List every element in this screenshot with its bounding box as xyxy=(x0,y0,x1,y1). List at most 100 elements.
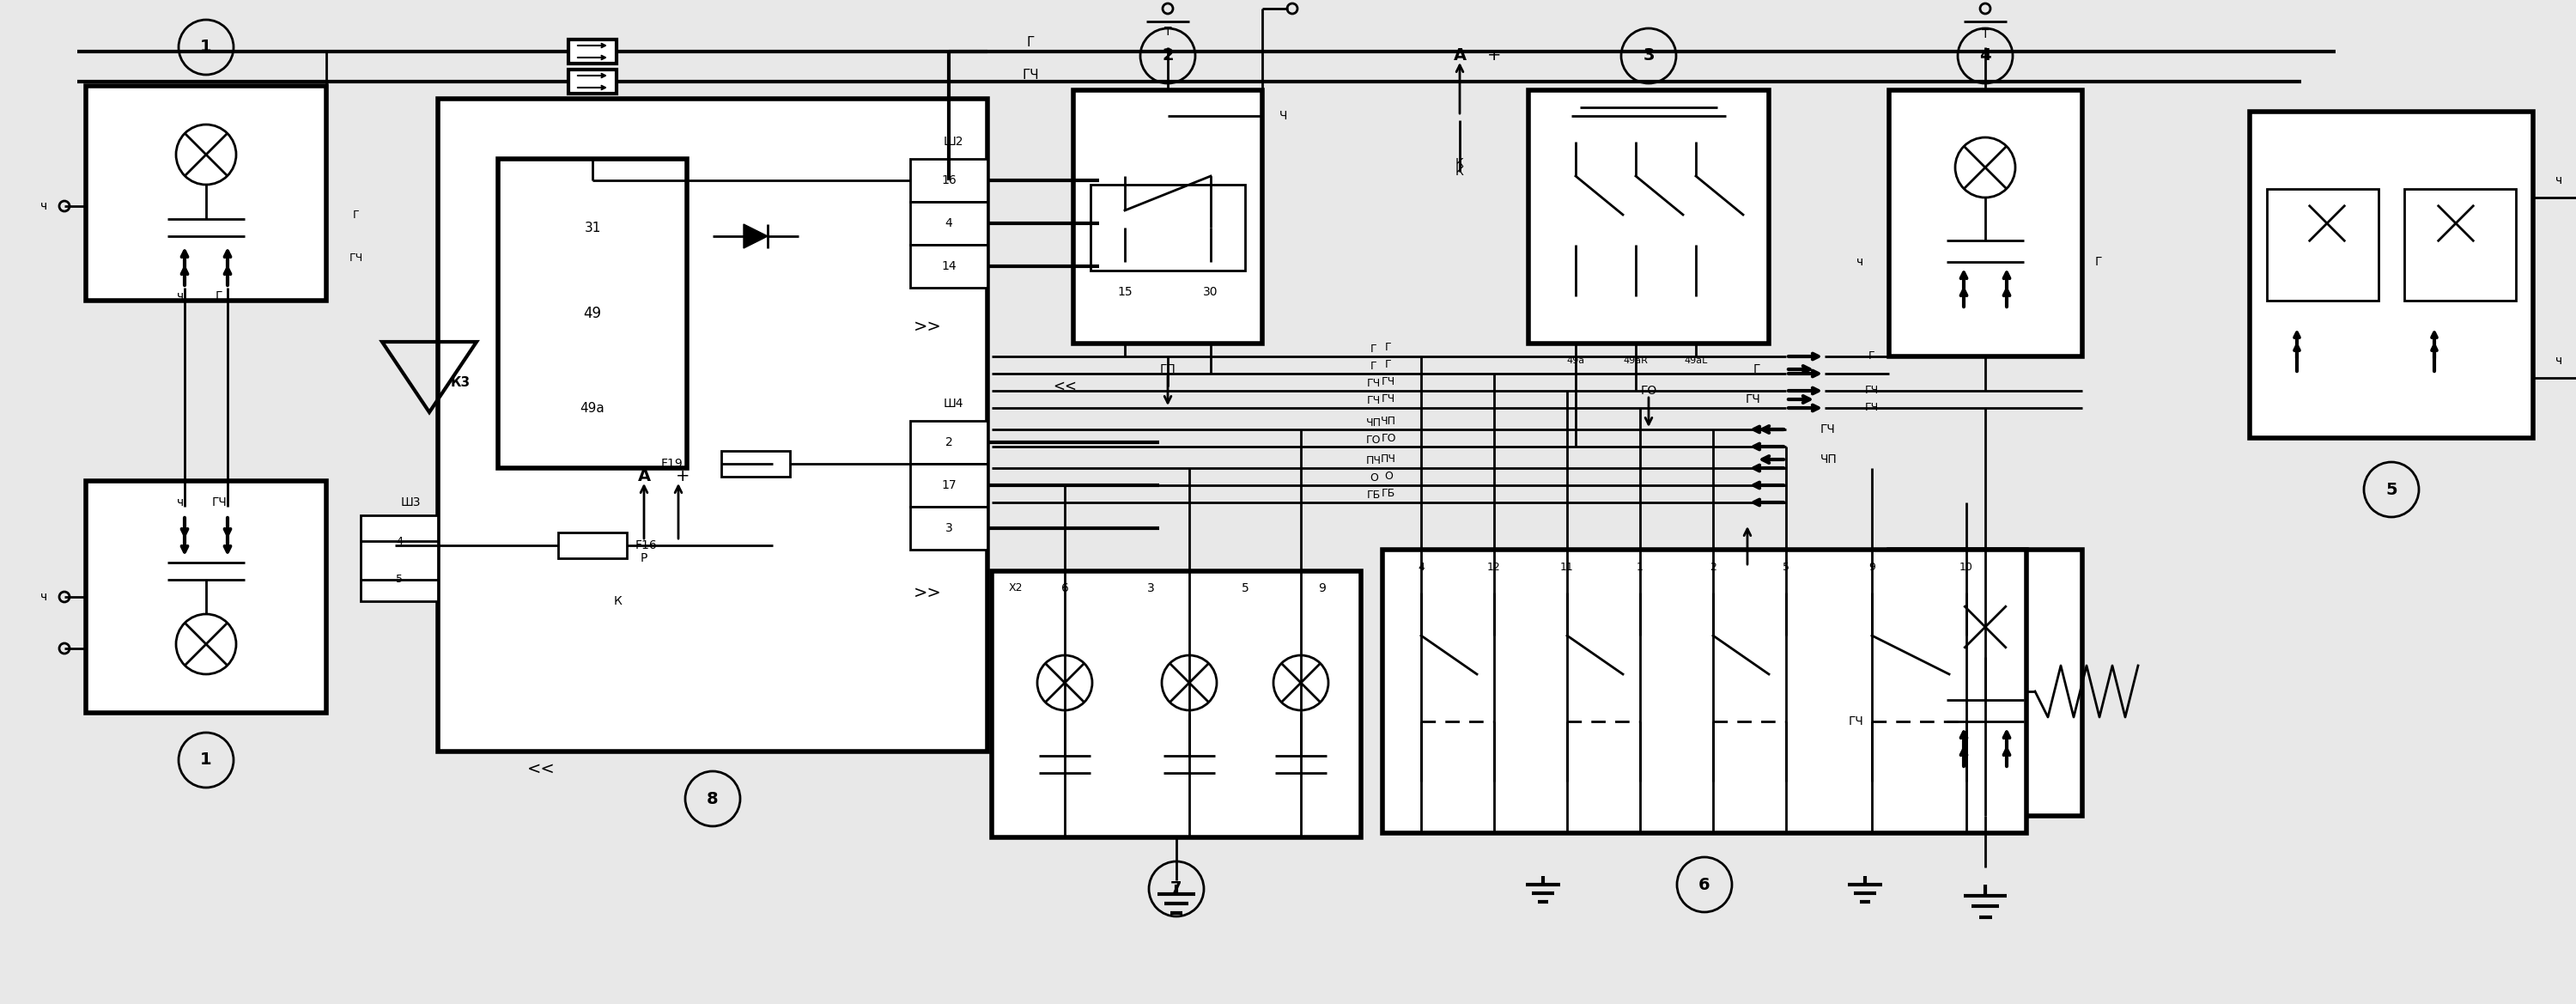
Text: ГЧ: ГЧ xyxy=(1368,379,1381,390)
Text: ЧП: ЧП xyxy=(1821,454,1837,466)
Text: 31: 31 xyxy=(585,221,600,234)
Text: К: К xyxy=(613,595,623,607)
Text: О: О xyxy=(1383,471,1394,482)
Text: ГЧ: ГЧ xyxy=(1023,69,1038,82)
Bar xyxy=(497,159,688,468)
Bar xyxy=(909,202,987,245)
Bar xyxy=(361,515,438,601)
Text: 4: 4 xyxy=(1417,561,1425,572)
Bar xyxy=(992,571,1360,837)
Bar xyxy=(85,86,327,300)
Text: Ч: Ч xyxy=(1280,109,1288,121)
Text: 4: 4 xyxy=(1978,47,1991,64)
Text: Г: Г xyxy=(1025,36,1036,49)
Text: Р: Р xyxy=(641,552,647,564)
Bar xyxy=(909,507,987,549)
Text: Г: Г xyxy=(216,290,222,302)
Text: 2: 2 xyxy=(1162,47,1175,64)
Text: Ш3: Ш3 xyxy=(402,496,420,508)
Text: ГЧ: ГЧ xyxy=(350,252,363,263)
Text: 49а: 49а xyxy=(1566,356,1584,365)
Text: ГЧ: ГЧ xyxy=(1744,394,1759,406)
Bar xyxy=(2267,189,2378,300)
Text: 17: 17 xyxy=(940,479,956,491)
Text: 49: 49 xyxy=(582,306,600,321)
Text: 1: 1 xyxy=(1636,561,1643,572)
Text: 7: 7 xyxy=(1170,881,1182,897)
Bar xyxy=(909,421,987,464)
Text: 4: 4 xyxy=(397,535,402,546)
Text: 1: 1 xyxy=(201,39,211,55)
Text: ПЧ: ПЧ xyxy=(1381,454,1396,465)
Text: Х2: Х2 xyxy=(1010,582,1023,594)
Text: F16: F16 xyxy=(636,539,657,551)
Text: ч: ч xyxy=(178,496,183,508)
Text: Т: Т xyxy=(1981,28,1989,40)
Bar xyxy=(569,39,616,63)
Text: Т: Т xyxy=(1164,26,1172,38)
Text: Г: Г xyxy=(1868,350,1875,362)
Text: ч: ч xyxy=(1857,256,1862,268)
Text: Г: Г xyxy=(1386,359,1391,370)
Text: +: + xyxy=(1486,47,1502,64)
Bar xyxy=(85,481,327,713)
Bar xyxy=(721,451,791,477)
Text: ч: ч xyxy=(41,200,46,212)
Bar xyxy=(2249,111,2532,438)
Text: ГЧ: ГЧ xyxy=(1368,396,1381,407)
Text: 5: 5 xyxy=(2385,481,2398,498)
Text: Ш2: Ш2 xyxy=(943,136,963,148)
Bar xyxy=(438,98,987,752)
Text: ч: ч xyxy=(178,290,183,302)
Text: 16: 16 xyxy=(940,175,956,187)
Text: Г: Г xyxy=(353,209,361,220)
Bar xyxy=(909,245,987,288)
Text: ЧП: ЧП xyxy=(1381,416,1396,427)
Text: К3: К3 xyxy=(451,375,471,389)
Text: ГБ: ГБ xyxy=(1368,490,1381,501)
Text: 10: 10 xyxy=(1960,561,1973,572)
Bar xyxy=(569,69,616,93)
Text: 2: 2 xyxy=(945,437,953,449)
Bar xyxy=(2403,189,2517,300)
Text: 3: 3 xyxy=(1643,47,1654,64)
Text: Г: Г xyxy=(1370,361,1378,372)
Text: ч: ч xyxy=(2555,354,2563,366)
Text: 5: 5 xyxy=(397,574,402,585)
Bar xyxy=(1888,90,2081,356)
Text: 5: 5 xyxy=(1242,582,1249,594)
Text: 4: 4 xyxy=(945,217,953,229)
Text: ГЧ: ГЧ xyxy=(1381,394,1396,405)
Text: ГЧ: ГЧ xyxy=(211,496,227,508)
Polygon shape xyxy=(744,224,768,248)
Text: 9: 9 xyxy=(1868,561,1875,572)
Text: Ш4: Ш4 xyxy=(943,398,963,410)
Text: 12: 12 xyxy=(1486,561,1502,572)
Text: 11: 11 xyxy=(1561,561,1574,572)
Text: >>: >> xyxy=(914,318,940,334)
Text: Г: Г xyxy=(2094,256,2102,268)
Bar xyxy=(909,159,987,202)
Text: Г: Г xyxy=(1386,342,1391,353)
Text: ч: ч xyxy=(41,591,46,603)
Bar xyxy=(1888,549,2081,816)
Text: 3: 3 xyxy=(945,522,953,534)
Text: 15: 15 xyxy=(1118,286,1133,298)
Bar xyxy=(1090,185,1244,270)
Text: ГЧ: ГЧ xyxy=(1865,386,1878,397)
Bar xyxy=(1074,90,1262,343)
Text: К: К xyxy=(1455,166,1463,178)
Text: 30: 30 xyxy=(1203,286,1218,298)
Text: 49а: 49а xyxy=(580,402,605,415)
Text: 49аL: 49аL xyxy=(1685,356,1708,365)
Text: ЧП: ЧП xyxy=(1365,417,1381,428)
Text: <<: << xyxy=(1054,379,1077,395)
Text: ГП: ГП xyxy=(1159,363,1175,375)
Text: О: О xyxy=(1370,473,1378,484)
Text: <<: << xyxy=(528,760,554,777)
Text: F19: F19 xyxy=(659,458,683,470)
Text: 14: 14 xyxy=(940,260,956,272)
Text: ГЧ: ГЧ xyxy=(1847,716,1862,728)
Text: 2: 2 xyxy=(1710,561,1716,572)
Text: 1: 1 xyxy=(201,752,211,768)
